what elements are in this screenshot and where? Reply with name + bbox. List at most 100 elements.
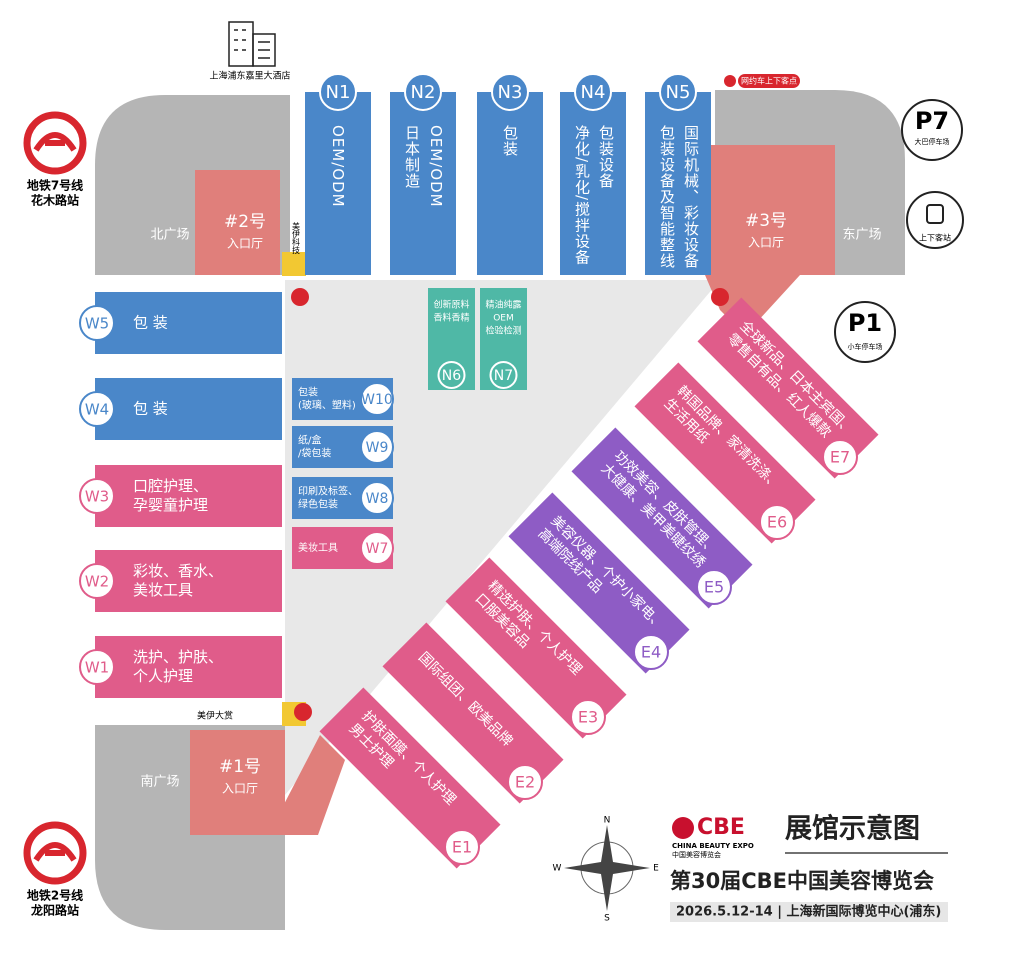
map-subtitle: 第30届CBE中国美容博览会 [670,869,934,893]
hall-label: 彩妆、香水、 [133,562,223,580]
hall-label: 国际机械、彩妆设备 [682,125,700,269]
hall-label: 日本制造 [403,125,421,189]
hall-badge [437,361,466,389]
plaza-label: 南广场 [140,774,179,790]
compass-w: W [553,864,562,874]
hall-label: 检验检测 [485,325,521,337]
bus-icon [711,288,729,306]
hall-id: W5 [85,315,109,333]
hall-badge [79,649,115,685]
hall-label: /袋包装 [298,447,331,460]
compass-n: N [604,816,611,826]
ride-icon [724,75,736,87]
hall-badge [360,481,394,515]
plaza-label: 北广场 [150,228,189,243]
hall-id: W2 [85,573,109,591]
hall-badge [489,361,518,389]
metro-line: 地铁7号线 [27,178,83,193]
hall [571,427,753,609]
entrance [705,145,835,275]
hall-id: N5 [666,82,691,103]
hall-label: 印刷及标签、 [298,485,358,498]
hall [319,687,501,869]
entrance [195,170,280,275]
hall-id: E7 [830,448,850,467]
compass [564,825,650,911]
brand-mark [672,817,694,839]
walkway [705,275,800,335]
hall [634,362,816,544]
hall-label: 纸/盒 [298,434,321,447]
hall-id: E5 [704,578,724,597]
hall-id: W4 [85,401,109,419]
sponsor-label: 美伊科技 [292,221,301,255]
hall-label: 洗护、护肤、 [133,648,223,666]
hall-label: (玻璃、塑料) [298,399,356,412]
hall-label: 孕婴童护理 [133,496,208,514]
bus-icon [294,703,312,721]
hall-id: W3 [85,488,109,506]
metro-icon [23,111,87,885]
hall-label: OEM/ODM [329,125,347,208]
plaza-label: 东广场 [842,228,881,243]
hall-id: N4 [581,82,606,103]
hotel-icon [228,21,276,67]
entrance-name: #1号 [219,757,261,777]
brand-en: CHINA BEAUTY EXPO [672,842,754,850]
metro-station: 花木路站 [31,193,79,208]
hall-label: 包装设备及智能整线 [658,125,676,269]
entrance [190,730,285,835]
hall-label: 包 装 [133,314,168,332]
sponsor-label: 美伊大赏 [197,710,233,722]
parking-label: 小车停车场 [848,342,883,351]
brand-cn: 中国美容博览会 [672,850,721,859]
hall [645,92,711,275]
sponsor-icon [282,252,306,276]
hall-id: E6 [767,513,787,532]
hall [95,378,282,440]
hall-badge [574,73,612,111]
hall-label: 香料香精 [433,312,469,324]
hall [95,550,282,612]
hall-id: N3 [498,82,523,103]
hall-label: 包 装 [133,400,168,418]
hall [445,557,627,739]
bus-station-icon [906,191,964,249]
hall-badge [759,504,795,540]
entrance-name: #2号 [224,212,266,232]
hall [382,622,564,804]
hall-label: 美妆工具 [133,581,193,599]
hall-badge [79,563,115,599]
hall-id: N2 [411,82,436,103]
hall [477,92,543,275]
hall-label: 个人护理 [133,667,193,685]
walkway [268,735,345,835]
entrance-sub: 入口厅 [227,237,263,251]
hall-label: 包装 [298,386,318,399]
hall-label: 包装设备 [597,125,615,189]
bus-icon [291,288,309,306]
ride-badge [738,74,800,88]
hall-badge [570,699,606,735]
hall [390,92,456,275]
hall-badge [444,829,480,865]
hall-badge [79,391,115,427]
hall [560,92,626,275]
hall [508,492,690,674]
hall-id: W8 [366,491,389,507]
hall-label: 精油纯露 [485,299,521,311]
parking-label: 大巴停车场 [915,137,950,146]
hall-badge [491,73,529,111]
entrance-sub: 入口厅 [748,236,784,250]
map-info: 2026.5.12-14 | 上海新国际博览中心(浦东) [676,904,941,920]
hall-id: E3 [578,708,598,727]
hall [697,297,879,479]
hall-label: 创新原料 [433,299,469,311]
info-bg [670,902,948,922]
hall-label: OEM/ODM [427,125,445,208]
hall-label: OEM [493,314,514,324]
bus-station-label: 上下客站 [919,233,951,243]
hall [305,92,371,275]
hall-label: 口腔护理、 [133,477,208,495]
